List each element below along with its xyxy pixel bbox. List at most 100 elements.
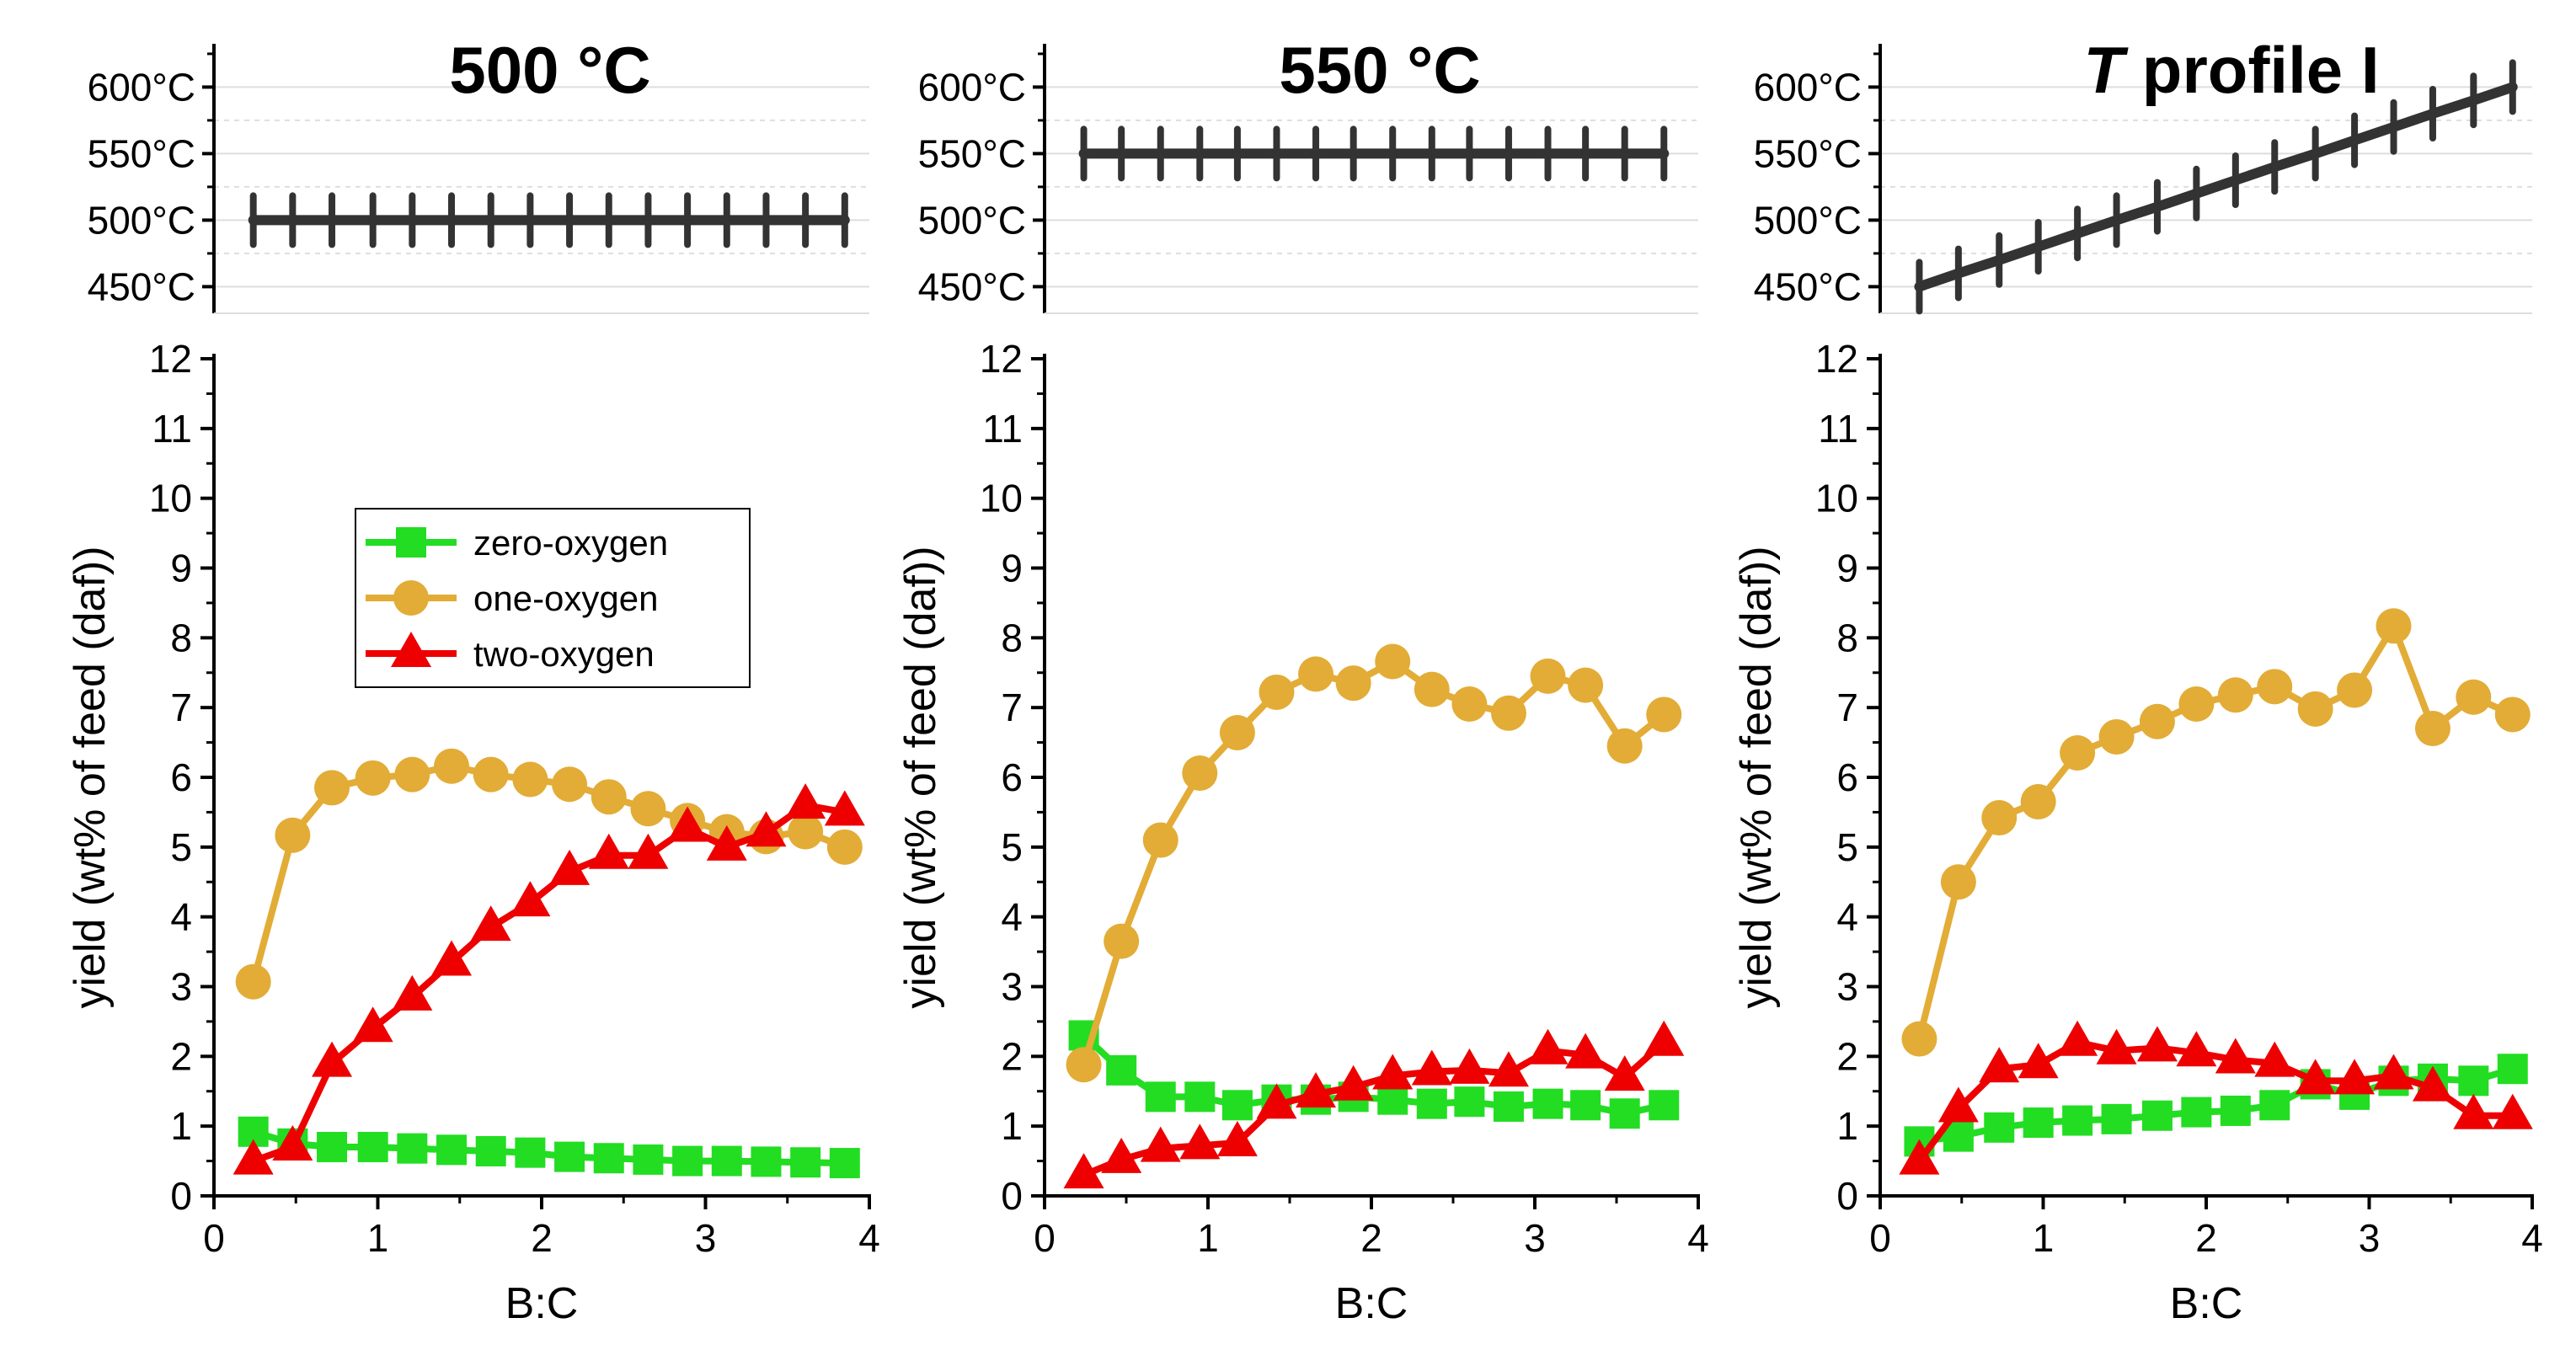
- y-tick-label: 10: [1815, 477, 1858, 520]
- data-point-one-oxygen: [2376, 608, 2412, 644]
- data-point-one-oxygen: [394, 756, 430, 792]
- series-zero-oxygen: [238, 1116, 860, 1179]
- data-point-one-oxygen: [2414, 711, 2450, 747]
- data-point-zero-oxygen: [593, 1143, 624, 1174]
- data-point-two-oxygen: [312, 1041, 353, 1077]
- data-point-two-oxygen: [1372, 1054, 1414, 1090]
- data-point-one-oxygen: [1530, 658, 1566, 694]
- data-point-two-oxygen: [1296, 1072, 1337, 1108]
- x-tick-label: 3: [695, 1216, 717, 1260]
- y-tick-label: 5: [170, 825, 192, 869]
- data-point-zero-oxygen: [515, 1137, 546, 1168]
- data-point-zero-oxygen: [1532, 1088, 1563, 1119]
- data-point-one-oxygen: [1606, 728, 1643, 764]
- data-point-two-oxygen: [1179, 1123, 1221, 1160]
- data-point-one-oxygen: [1901, 1021, 1937, 1057]
- legend-label-one-oxygen: one-oxygen: [473, 579, 659, 618]
- panel-title: T profile I: [2083, 33, 2379, 107]
- data-point-one-oxygen: [2020, 783, 2056, 819]
- data-point-zero-oxygen: [436, 1134, 468, 1166]
- data-point-two-oxygen: [2412, 1065, 2453, 1102]
- data-point-two-oxygen: [352, 1006, 393, 1043]
- data-point-zero-oxygen: [475, 1135, 506, 1166]
- data-point-one-oxygen: [2178, 686, 2215, 723]
- y-tick-label: 1: [1836, 1104, 1858, 1148]
- data-point-one-oxygen: [1414, 671, 1450, 707]
- data-point-two-oxygen: [1140, 1126, 1181, 1162]
- x-tick-label: 0: [203, 1216, 225, 1260]
- data-point-two-oxygen: [232, 1139, 274, 1175]
- temperature-inset: 450°C 500°C 550°C 600°C: [88, 44, 869, 314]
- y-tick-label: 7: [170, 686, 192, 729]
- panel-title: 500 °C: [449, 33, 650, 107]
- data-point-two-oxygen: [1643, 1020, 1685, 1056]
- x-tick-label: 0: [1869, 1216, 1891, 1260]
- data-point-zero-oxygen: [2458, 1065, 2489, 1097]
- data-point-two-oxygen: [2176, 1031, 2217, 1067]
- data-point-two-oxygen: [2254, 1041, 2295, 1077]
- y-tick-label: 12: [980, 337, 1023, 381]
- data-point-two-oxygen: [1565, 1033, 1606, 1069]
- data-point-two-oxygen: [1256, 1083, 1297, 1119]
- data-point-one-oxygen: [1981, 800, 2018, 836]
- x-tick-label: 1: [367, 1216, 389, 1260]
- y-tick-label: 8: [1001, 616, 1023, 659]
- y-tick-label: 9: [170, 547, 192, 590]
- data-point-one-oxygen: [275, 817, 311, 853]
- data-point-one-oxygen: [314, 770, 350, 806]
- data-point-zero-oxygen: [2497, 1054, 2528, 1085]
- data-point-one-oxygen: [826, 829, 863, 865]
- data-point-zero-oxygen: [2062, 1105, 2093, 1136]
- data-point-zero-oxygen: [1609, 1098, 1640, 1129]
- data-point-one-oxygen: [1104, 923, 1140, 959]
- data-point-one-oxygen: [512, 761, 548, 798]
- x-axis-title: B:C: [2170, 1279, 2243, 1328]
- data-point-two-oxygen: [1216, 1121, 1258, 1157]
- series-line-one-oxygen: [1080, 658, 1666, 1066]
- y-tick-label: 11: [1818, 407, 1858, 451]
- y-tick-label: 10: [149, 477, 192, 520]
- data-point-zero-oxygen: [1493, 1091, 1524, 1122]
- data-point-one-oxygen: [630, 791, 666, 827]
- y-tick-label: 1: [1001, 1104, 1023, 1148]
- series-one-oxygen: [235, 748, 863, 1000]
- temperature-inset: 450°C 500°C 550°C 600°C: [918, 44, 1698, 314]
- y-tick-label: 5: [1836, 825, 1858, 869]
- data-point-zero-oxygen: [554, 1141, 585, 1172]
- panel-title: 550 °C: [1279, 33, 1480, 107]
- data-point-two-oxygen: [2215, 1038, 2256, 1074]
- y-axis-title: yield (wt% of feed (daf)): [66, 546, 115, 1008]
- data-point-two-oxygen: [1333, 1065, 1374, 1101]
- y-tick-label: 3: [1836, 965, 1858, 1009]
- data-point-one-oxygen: [434, 748, 470, 784]
- x-tick-label: 2: [531, 1216, 553, 1260]
- data-point-one-oxygen: [552, 766, 588, 803]
- data-point-two-oxygen: [2453, 1093, 2494, 1129]
- data-point-two-oxygen: [392, 974, 433, 1011]
- y-tick-label: 4: [1001, 895, 1023, 939]
- y-tick-label: 12: [1815, 337, 1858, 381]
- data-point-two-oxygen: [1899, 1139, 1940, 1175]
- y-tick-label: 0: [170, 1174, 192, 1218]
- series-line-two-oxygen: [1082, 1039, 1666, 1178]
- data-point-zero-oxygen: [1184, 1081, 1216, 1113]
- x-axis-title: B:C: [505, 1279, 579, 1328]
- x-axis-title: B:C: [1335, 1279, 1408, 1328]
- data-point-zero-oxygen: [1106, 1054, 1137, 1086]
- inset-y-tick-label: 450°C: [918, 264, 1026, 308]
- y-tick-label: 2: [170, 1034, 192, 1078]
- data-point-zero-oxygen: [1145, 1081, 1176, 1113]
- data-point-zero-oxygen: [1221, 1090, 1253, 1121]
- y-tick-label: 11: [152, 407, 192, 451]
- inset-y-tick-label: 550°C: [88, 131, 195, 175]
- y-tick-label: 11: [982, 407, 1023, 451]
- series-line-zero-oxygen: [1081, 1033, 1665, 1118]
- data-point-two-oxygen: [1937, 1086, 1979, 1123]
- data-point-zero-oxygen: [1377, 1084, 1408, 1115]
- y-tick-label: 9: [1001, 547, 1023, 590]
- y-tick-label: 6: [170, 755, 192, 799]
- legend: zero-oxygen one-oxygen two-oxygen: [355, 508, 751, 688]
- data-point-two-oxygen: [746, 811, 787, 847]
